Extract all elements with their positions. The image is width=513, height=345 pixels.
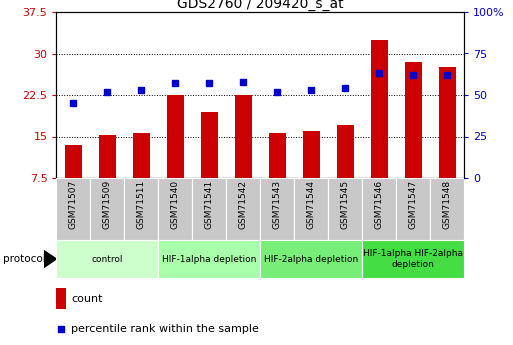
Text: GSM71507: GSM71507	[69, 180, 78, 229]
Text: control: control	[92, 255, 123, 264]
Point	[307, 87, 315, 93]
Bar	[362, 240, 464, 278]
Text: GSM71545: GSM71545	[341, 180, 350, 229]
Bar	[260, 178, 294, 240]
Bar	[124, 178, 159, 240]
Bar	[405, 62, 422, 178]
Bar	[303, 131, 320, 178]
Bar	[269, 132, 286, 178]
Bar	[90, 178, 124, 240]
Point	[273, 89, 282, 95]
Text: GSM71541: GSM71541	[205, 180, 214, 229]
Bar	[159, 178, 192, 240]
Bar	[430, 178, 464, 240]
Point	[239, 79, 247, 85]
Polygon shape	[44, 250, 56, 268]
Bar	[396, 178, 430, 240]
Bar	[56, 240, 159, 278]
Bar	[235, 95, 252, 178]
Text: protocol: protocol	[3, 254, 45, 264]
Bar	[294, 178, 328, 240]
Bar	[56, 178, 90, 240]
Text: GSM71511: GSM71511	[137, 180, 146, 229]
Title: GDS2760 / 209420_s_at: GDS2760 / 209420_s_at	[177, 0, 344, 11]
Point	[409, 72, 418, 78]
Text: GSM71546: GSM71546	[375, 180, 384, 229]
Text: HIF-1alpha HIF-2alpha
depletion: HIF-1alpha HIF-2alpha depletion	[363, 249, 463, 269]
Text: GSM71544: GSM71544	[307, 180, 316, 229]
Bar	[133, 132, 150, 178]
Text: percentile rank within the sample: percentile rank within the sample	[71, 324, 259, 334]
Text: GSM71542: GSM71542	[239, 180, 248, 229]
Text: GSM71509: GSM71509	[103, 180, 112, 229]
Point	[443, 72, 451, 78]
Bar	[65, 145, 82, 178]
Bar	[56, 288, 66, 309]
Bar	[99, 135, 116, 178]
Bar	[226, 178, 260, 240]
Bar	[159, 240, 260, 278]
Text: GSM71547: GSM71547	[409, 180, 418, 229]
Point	[57, 326, 66, 332]
Bar	[337, 126, 354, 178]
Bar	[167, 95, 184, 178]
Text: HIF-1alpha depletion: HIF-1alpha depletion	[162, 255, 256, 264]
Bar	[192, 178, 226, 240]
Text: HIF-2alpha depletion: HIF-2alpha depletion	[264, 255, 359, 264]
Bar	[371, 40, 388, 178]
Bar	[260, 240, 362, 278]
Point	[103, 89, 111, 95]
Point	[375, 71, 383, 76]
Point	[137, 87, 146, 93]
Point	[171, 81, 180, 86]
Bar	[439, 67, 456, 178]
Text: GSM71543: GSM71543	[273, 180, 282, 229]
Bar	[362, 178, 396, 240]
Point	[341, 86, 349, 91]
Point	[69, 100, 77, 106]
Bar	[201, 111, 218, 178]
Text: GSM71540: GSM71540	[171, 180, 180, 229]
Bar	[328, 178, 362, 240]
Point	[205, 81, 213, 86]
Text: GSM71548: GSM71548	[443, 180, 452, 229]
Text: count: count	[71, 294, 103, 304]
